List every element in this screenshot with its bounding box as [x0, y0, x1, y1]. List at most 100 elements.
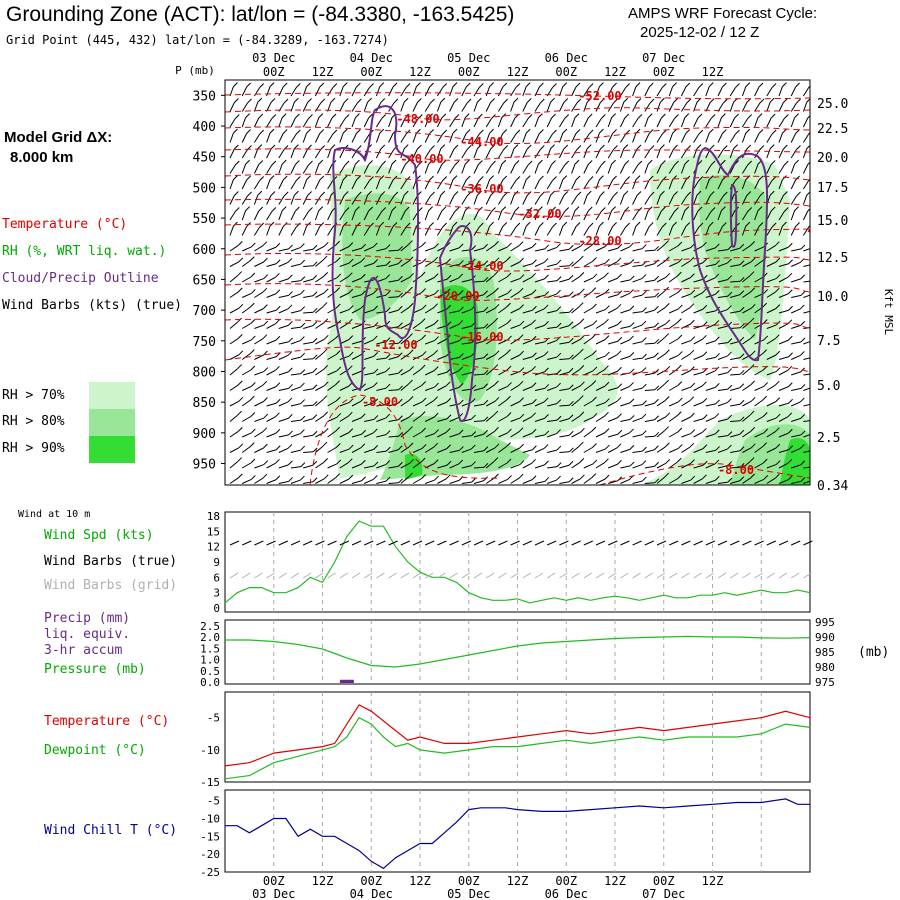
wind-barb-flag [385, 446, 391, 452]
surface-barb-true [583, 540, 594, 546]
wind-barb [339, 292, 350, 298]
wind-barb [376, 387, 387, 391]
wind-barb-flag [458, 290, 464, 295]
wind-barb-flag [525, 82, 531, 87]
wind-barb-flag [459, 446, 464, 451]
wind-barb [229, 307, 240, 314]
wind-barb [620, 418, 631, 422]
wind-barb-flag [295, 129, 301, 135]
wind-barb-flag [654, 461, 660, 467]
wind-barb [608, 247, 618, 252]
wind-barb [498, 276, 508, 283]
wind-barb [497, 102, 505, 112]
wind-barb [339, 225, 344, 236]
wind-barb [388, 296, 399, 298]
wind-barb [510, 384, 520, 391]
wind-barb-flag [677, 351, 683, 356]
wind-barb-flag [368, 160, 373, 165]
wind-barb-flag [578, 395, 584, 400]
wind-barb-flag [604, 288, 610, 294]
wind-barb-flag [367, 190, 372, 196]
wind-barb-flag [641, 244, 647, 249]
wind-barb [803, 341, 810, 345]
wind-barb-flag [758, 82, 764, 88]
wind-barb [595, 478, 606, 484]
wind-barb-flag [258, 113, 264, 119]
wind-barb [449, 416, 459, 422]
wind-barb [290, 263, 301, 267]
wind-barb [315, 445, 324, 453]
wind-barb [546, 133, 553, 143]
wind-barb-flag [319, 129, 325, 134]
wind-barb-flag [592, 350, 597, 355]
wind-barb-flag [483, 306, 489, 312]
wind-barb [705, 433, 716, 438]
wind-barb-flag [323, 458, 329, 463]
wind-barb [229, 102, 235, 112]
wind-barb-flag [552, 83, 557, 88]
wind-barb [339, 211, 346, 221]
wind-barb-flag [600, 98, 605, 103]
wind-barb [388, 449, 399, 453]
wind-barb [680, 195, 688, 205]
wind-barb-flag [343, 98, 349, 103]
wind-barb [229, 244, 239, 252]
wind-barb-flag [568, 384, 574, 390]
wind-barb-flag [734, 160, 739, 165]
wind-barb-flag [783, 160, 789, 166]
wind-barb-flag [739, 290, 745, 296]
bottom-hour-label: 12Z [604, 874, 626, 888]
wind-barb [607, 117, 613, 128]
wind-barb-flag [763, 335, 769, 341]
wind-barb [803, 480, 810, 484]
wind-barb-flag [702, 351, 708, 357]
wind-barb [754, 276, 764, 283]
wind-barb [730, 403, 741, 407]
wind-barb-flag [417, 160, 423, 166]
wind-barb-flag [721, 113, 726, 118]
wind-barb-flag [578, 302, 584, 307]
wind-barb-flag [506, 302, 511, 308]
wind-barb-flag [355, 113, 360, 118]
wind-barb-flag [287, 460, 293, 466]
wind-barb [729, 133, 736, 143]
wind-barb [754, 246, 764, 252]
wind-barb-flag [420, 318, 426, 323]
wind-barb [778, 246, 789, 252]
wind-barb [644, 279, 655, 283]
wind-barb-flag [696, 144, 702, 149]
wind-barb [620, 339, 630, 345]
forecast-cycle-line2: 2025-12-02 / 12 Z [640, 24, 760, 41]
wind-barb [254, 447, 264, 453]
wind-barb [498, 292, 508, 298]
wind-barb [595, 415, 605, 422]
wind-barb [729, 87, 736, 97]
height-axis: 25.022.520.017.515.012.510.07.55.02.50.3… [817, 97, 848, 494]
wind-barb-flag [300, 352, 306, 358]
wind-barb [376, 464, 386, 469]
windchill-tick-label: -5 [207, 795, 220, 808]
wind-barb [436, 180, 444, 190]
wind-barb-flag [556, 369, 562, 374]
wind-barb-flag [288, 244, 293, 250]
wind-barb [388, 117, 393, 128]
wind-barb-flag [300, 415, 306, 421]
wind-barb-flag [578, 255, 584, 261]
wind-barb-flag [380, 191, 386, 196]
top-day-label: 06 Dec [545, 51, 588, 65]
wind-barb [802, 164, 809, 174]
wind-barb [254, 278, 264, 283]
wind-barb-flag [702, 414, 708, 420]
wind-barb [339, 148, 345, 159]
wind-barb [547, 356, 558, 360]
wind-barb [351, 417, 362, 422]
wind-barb-flag [312, 291, 318, 297]
wind-barb-flag [578, 348, 584, 354]
wind-barb [522, 479, 533, 484]
wind-barb [461, 210, 466, 221]
wind-barb-flag [568, 244, 574, 250]
wind-barb [595, 432, 606, 438]
wind-barb-flag [502, 129, 508, 134]
wind-barb-flag [336, 273, 342, 279]
wind-barb-flag [664, 333, 670, 338]
